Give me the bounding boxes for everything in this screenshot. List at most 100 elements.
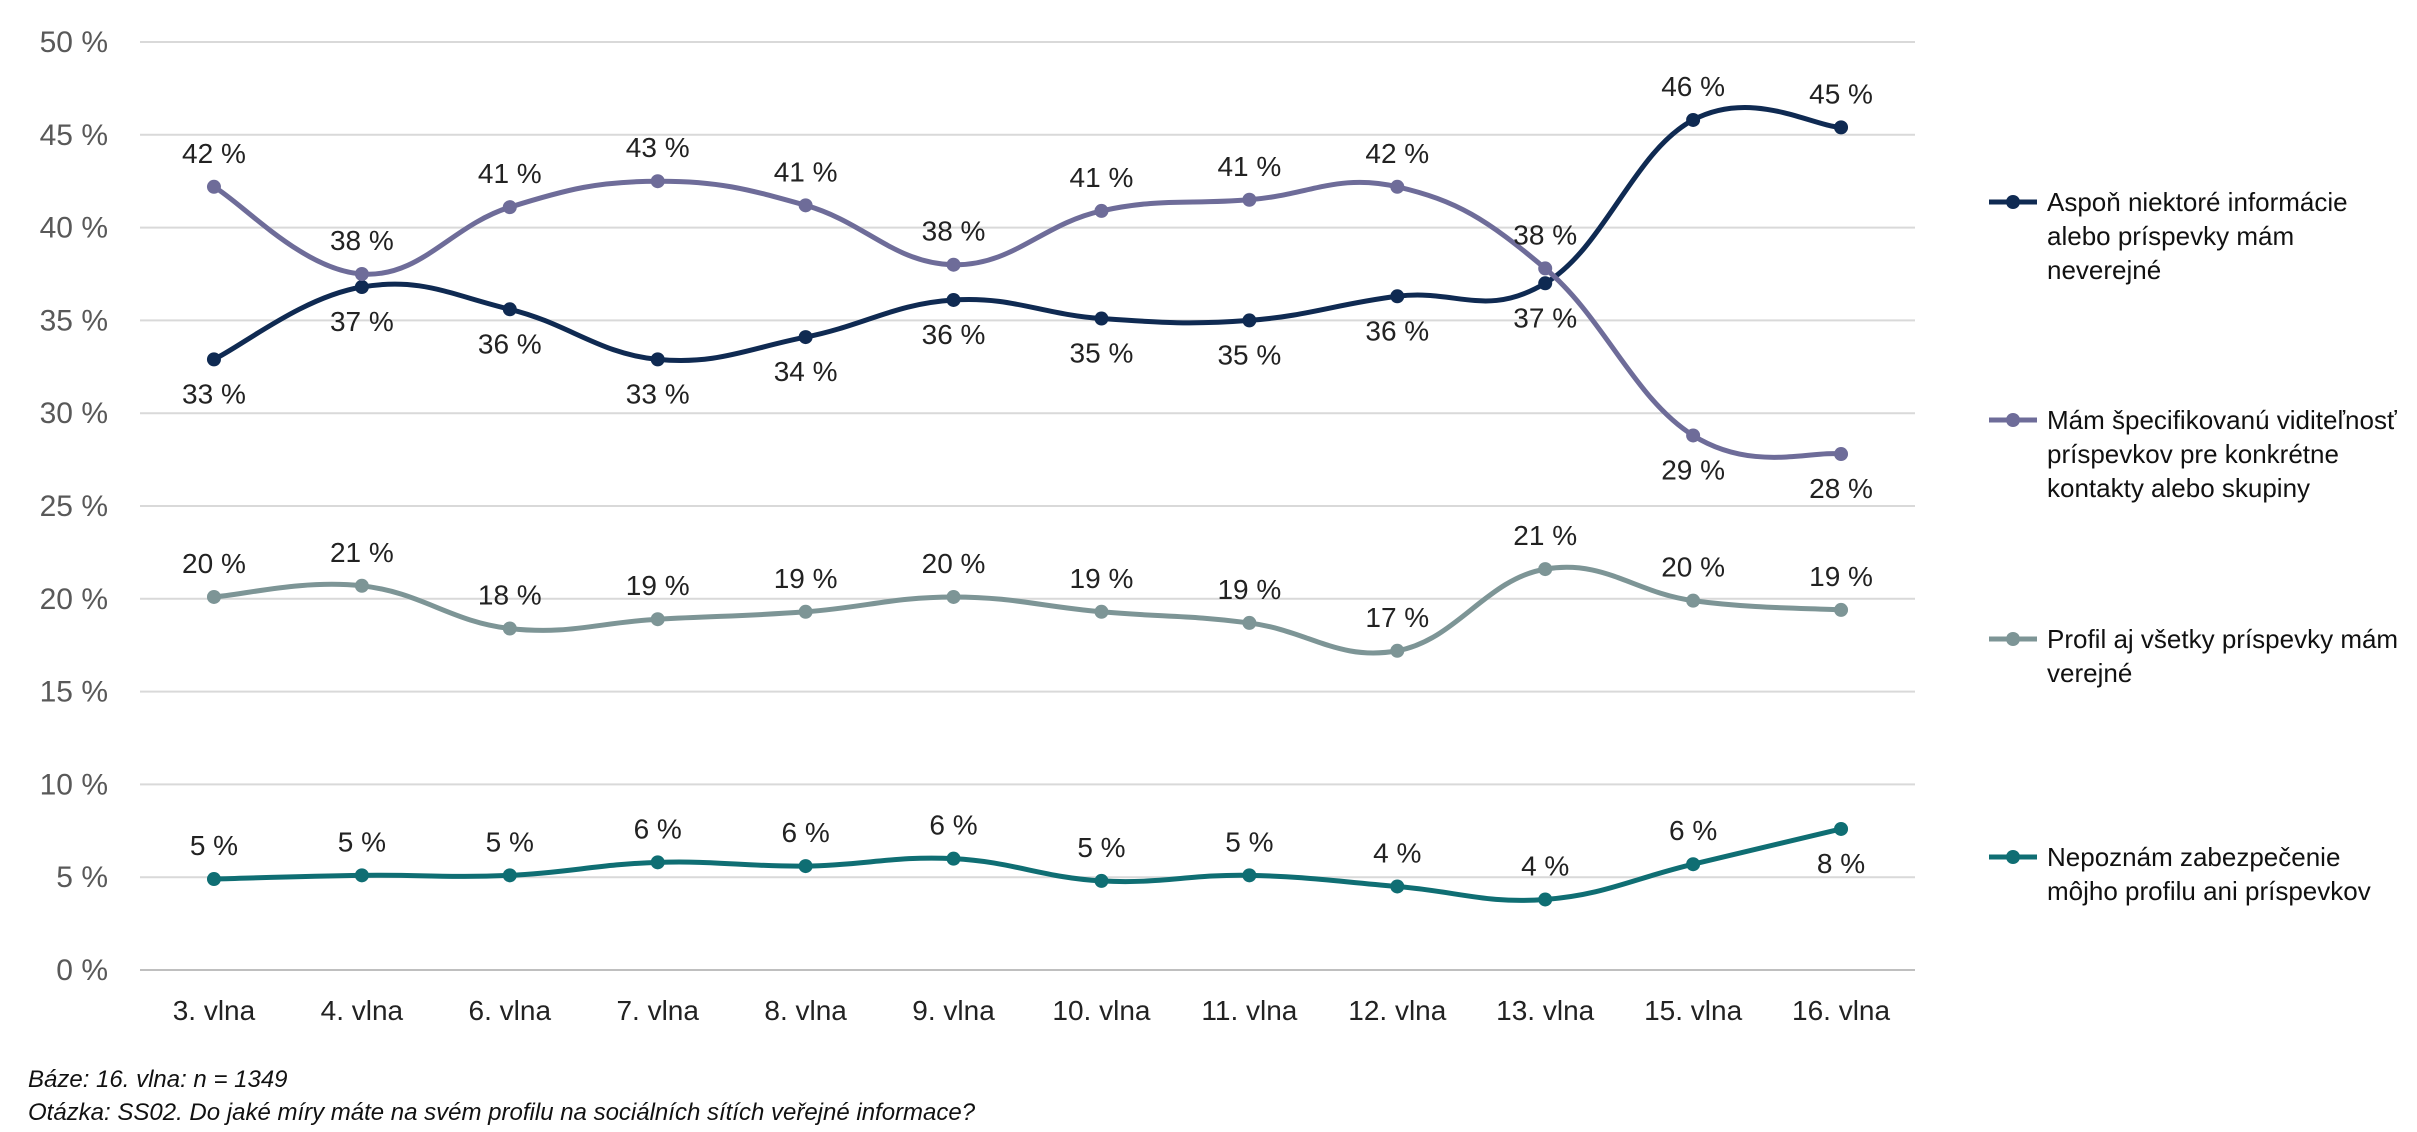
data-point: [1242, 313, 1257, 328]
data-label: 35 %: [1070, 338, 1134, 369]
legend-label-specified-visibility: Mám špecifikovanú viditeľnosť príspevkov…: [2047, 405, 2397, 503]
y-tick-label: 15 %: [40, 676, 108, 709]
y-tick-label: 45 %: [40, 119, 108, 152]
data-point: [1538, 276, 1553, 291]
data-label: 6 %: [929, 810, 977, 841]
data-point: [1242, 192, 1257, 207]
data-label: 37 %: [330, 306, 394, 337]
data-point: [206, 179, 221, 194]
data-label: 5 %: [486, 826, 534, 857]
data-point: [946, 589, 961, 604]
series-line-0: [212, 105, 1842, 364]
data-point: [206, 872, 221, 887]
data-point: [1390, 289, 1405, 304]
data-label: 19 %: [774, 563, 838, 594]
data-label: 5 %: [190, 830, 238, 861]
footnote-question: Otázka: SS02. Do jaké míry máte na svém …: [28, 1099, 976, 1126]
data-point: [1094, 203, 1109, 218]
data-point: [798, 604, 813, 619]
legend-marker-specified-visibility: [1989, 413, 2037, 427]
data-point: [354, 267, 369, 281]
data-label: 8 %: [1817, 848, 1865, 879]
data-label: 18 %: [478, 579, 542, 610]
data-label: 41 %: [1070, 162, 1134, 193]
legend-marker-private: [1989, 195, 2037, 209]
data-point: [798, 859, 813, 874]
series-lines: [206, 105, 1849, 907]
data-label: 33 %: [182, 378, 246, 409]
data-label: 41 %: [478, 158, 542, 189]
data-point: [1834, 447, 1849, 462]
data-point: [502, 868, 517, 883]
data-point: [502, 621, 517, 636]
data-point: [1390, 879, 1405, 894]
data-label: 19 %: [1070, 563, 1134, 594]
data-label: 17 %: [1365, 602, 1429, 633]
data-label: 42 %: [182, 138, 246, 169]
data-point: [354, 279, 369, 294]
y-tick-label: 30 %: [40, 397, 108, 430]
data-point: [946, 292, 961, 307]
data-point: [1094, 604, 1109, 619]
y-tick-label: 20 %: [40, 583, 108, 616]
legend-marker-public: [1989, 632, 2037, 646]
x-tick-label: 7. vlna: [616, 995, 699, 1026]
data-label: 6 %: [782, 817, 830, 848]
data-point: [946, 257, 961, 272]
data-point: [946, 851, 961, 866]
data-label: 4 %: [1373, 837, 1421, 868]
y-tick-label: 35 %: [40, 304, 108, 337]
legend-marker-unknown: [1989, 850, 2037, 864]
data-point: [650, 855, 665, 870]
data-point: [798, 198, 813, 213]
y-tick-label: 40 %: [40, 212, 108, 245]
data-point: [1390, 179, 1405, 194]
data-point: [1834, 602, 1849, 617]
data-point: [798, 330, 813, 345]
y-tick-label: 50 %: [40, 26, 108, 59]
data-point: [1538, 562, 1553, 577]
data-label: 5 %: [1225, 826, 1273, 857]
y-tick-label: 10 %: [40, 768, 108, 801]
data-label: 38 %: [1513, 219, 1577, 250]
x-tick-label: 13. vlna: [1496, 995, 1594, 1026]
x-tick-label: 3. vlna: [173, 995, 256, 1026]
data-label: 36 %: [478, 328, 542, 359]
data-labels: 33 % 37 % 36 % 33 % 34 % 36 % 35 % 35 % 36 % 37 %…: [182, 71, 1873, 882]
data-label: 37 %: [1513, 302, 1577, 333]
y-tick-label: 25 %: [40, 490, 108, 523]
x-tick-label: 8. vlna: [764, 995, 847, 1026]
legend-label-public: Profil aj všetky príspevky mám verejné: [2047, 624, 2399, 688]
data-point: [1390, 643, 1405, 658]
data-label: 34 %: [774, 356, 838, 387]
data-point: [1094, 311, 1109, 326]
series-line-3: [213, 826, 1842, 903]
data-point: [502, 302, 517, 317]
data-label: 19 %: [1217, 574, 1281, 605]
data-point: [1834, 821, 1849, 836]
data-label: 45 %: [1809, 78, 1873, 109]
data-label: 36 %: [1365, 315, 1429, 346]
data-point: [206, 589, 221, 604]
data-label: 35 %: [1217, 339, 1281, 370]
y-tick-label: 0 %: [56, 954, 108, 987]
data-point: [1242, 615, 1257, 630]
data-label: 4 %: [1521, 850, 1569, 881]
data-point: [354, 578, 369, 593]
data-label: 28 %: [1809, 473, 1873, 504]
data-point: [650, 174, 665, 189]
data-label: 41 %: [774, 156, 838, 187]
data-point: [1834, 120, 1849, 135]
x-axis: 3. vlna 4. vlna 6. vlna 7. vlna 8. vlna 9. vl…: [173, 995, 1891, 1026]
legend-label-private: Aspoň niektoré informácie alebo príspevk…: [2047, 187, 2348, 285]
data-point: [502, 200, 517, 215]
data-label: 36 %: [922, 319, 986, 350]
data-label: 38 %: [330, 225, 394, 256]
data-point: [1686, 428, 1701, 443]
series-line-2: [213, 564, 1842, 656]
data-label: 19 %: [626, 570, 690, 601]
x-tick-label: 16. vlna: [1792, 995, 1890, 1026]
data-label: 42 %: [1365, 138, 1429, 169]
chart-grid: [140, 41, 1915, 971]
